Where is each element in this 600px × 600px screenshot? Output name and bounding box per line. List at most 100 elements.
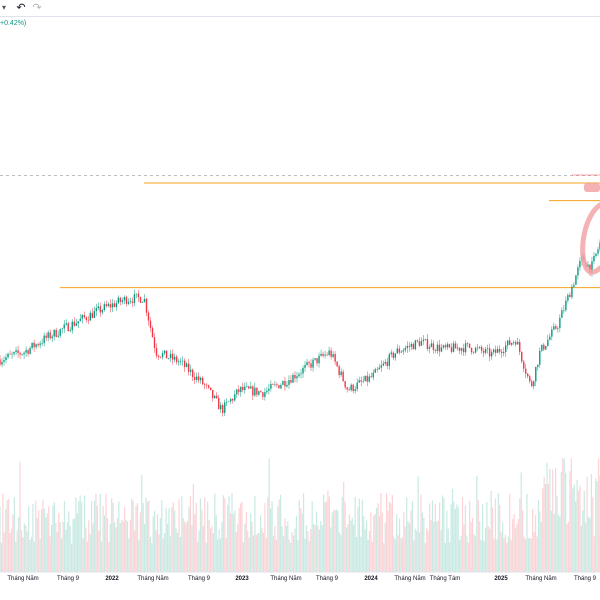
x-tick-label: 2025 bbox=[494, 576, 508, 582]
undo-icon[interactable]: ↶ bbox=[16, 2, 26, 14]
volume-bar bbox=[530, 538, 532, 572]
candle bbox=[99, 302, 102, 317]
highlight-ellipse[interactable] bbox=[580, 202, 600, 275]
volume-bar bbox=[23, 523, 25, 572]
candle bbox=[121, 297, 124, 305]
candle bbox=[105, 300, 108, 308]
volume-bar bbox=[171, 507, 173, 572]
volume-bar bbox=[43, 508, 45, 572]
candle bbox=[5, 353, 7, 364]
candle bbox=[316, 358, 318, 367]
chevron-down-icon[interactable]: ▾ bbox=[1, 3, 6, 12]
candle bbox=[362, 376, 364, 384]
volume-bar bbox=[268, 458, 270, 572]
volume-bar bbox=[297, 540, 299, 572]
candle bbox=[336, 360, 338, 368]
x-tick-label: 2022 bbox=[105, 576, 119, 582]
volume-bar bbox=[423, 517, 425, 572]
volume-bar bbox=[38, 510, 40, 572]
volume-bar bbox=[40, 509, 43, 572]
volume-bar bbox=[311, 501, 313, 572]
volume-bar bbox=[151, 543, 153, 572]
candle bbox=[83, 311, 85, 319]
candle bbox=[480, 344, 483, 354]
volume-bar bbox=[149, 537, 151, 572]
volume-bar bbox=[178, 499, 180, 572]
candle bbox=[183, 358, 186, 372]
volume-bar bbox=[549, 468, 551, 572]
volume-bar bbox=[155, 529, 157, 572]
candle bbox=[155, 343, 158, 359]
candle bbox=[210, 387, 212, 391]
candle bbox=[161, 350, 164, 360]
volume-bar bbox=[2, 493, 4, 572]
x-tick-label: Tháng Năm bbox=[7, 576, 38, 582]
volume-bar bbox=[451, 488, 454, 572]
volume-bar bbox=[249, 513, 252, 572]
candle bbox=[141, 301, 144, 303]
candle bbox=[334, 351, 336, 365]
volume-bar bbox=[507, 536, 509, 572]
volume-bar bbox=[406, 497, 408, 572]
candle bbox=[151, 325, 154, 338]
candle bbox=[448, 343, 451, 349]
candle bbox=[328, 346, 330, 357]
volume-bar bbox=[208, 520, 210, 572]
candle bbox=[173, 353, 176, 363]
volume-bar bbox=[552, 469, 554, 572]
volume-bar bbox=[434, 503, 436, 572]
candle bbox=[274, 381, 276, 387]
volume-bar bbox=[138, 540, 140, 572]
candle bbox=[356, 378, 358, 392]
chart-toolbar: ▾ ↶ ↷ bbox=[0, 0, 600, 17]
volume-bar bbox=[320, 521, 322, 572]
candle bbox=[350, 383, 352, 392]
volume-bar bbox=[135, 505, 137, 572]
volume-bar bbox=[255, 535, 257, 572]
redo-icon[interactable]: ↷ bbox=[32, 2, 42, 14]
volume-bar bbox=[113, 522, 116, 572]
volume-bar bbox=[502, 522, 504, 572]
volume-bar bbox=[433, 521, 435, 572]
volume-bar bbox=[341, 496, 343, 572]
volume-bar bbox=[414, 528, 416, 572]
volume-bar bbox=[331, 512, 333, 572]
volume-bar bbox=[270, 508, 272, 572]
volume-bar bbox=[148, 500, 150, 572]
candle bbox=[402, 348, 405, 355]
volume-bar bbox=[463, 524, 465, 572]
candle bbox=[304, 360, 306, 372]
candle bbox=[39, 340, 41, 349]
volume-bar bbox=[119, 522, 121, 572]
candle bbox=[21, 353, 23, 357]
candle bbox=[81, 314, 83, 324]
candle bbox=[248, 385, 250, 390]
candle bbox=[175, 354, 178, 365]
candle bbox=[31, 342, 33, 350]
volume-bar bbox=[165, 507, 167, 572]
volume-bar bbox=[212, 533, 214, 572]
candle bbox=[139, 296, 142, 304]
volume-bar bbox=[275, 539, 277, 572]
volume-bar bbox=[586, 476, 588, 572]
candlesticks bbox=[0, 239, 600, 417]
volume-bar bbox=[510, 539, 512, 572]
highlight-marker[interactable] bbox=[584, 183, 600, 192]
candle bbox=[515, 340, 517, 347]
candle bbox=[396, 344, 399, 354]
candle bbox=[234, 390, 236, 402]
volume-bar bbox=[254, 496, 256, 572]
volume-bar bbox=[242, 542, 245, 572]
candle bbox=[366, 371, 368, 387]
candle bbox=[422, 335, 425, 345]
volume-bar bbox=[570, 458, 572, 572]
volume-bar bbox=[7, 499, 10, 572]
candle bbox=[107, 302, 110, 308]
candle bbox=[432, 340, 435, 354]
volume-bar bbox=[314, 525, 316, 572]
volume-bar bbox=[300, 508, 302, 572]
volume-bars bbox=[0, 458, 600, 572]
volume-bar bbox=[105, 493, 107, 572]
volume-bar bbox=[577, 490, 580, 572]
